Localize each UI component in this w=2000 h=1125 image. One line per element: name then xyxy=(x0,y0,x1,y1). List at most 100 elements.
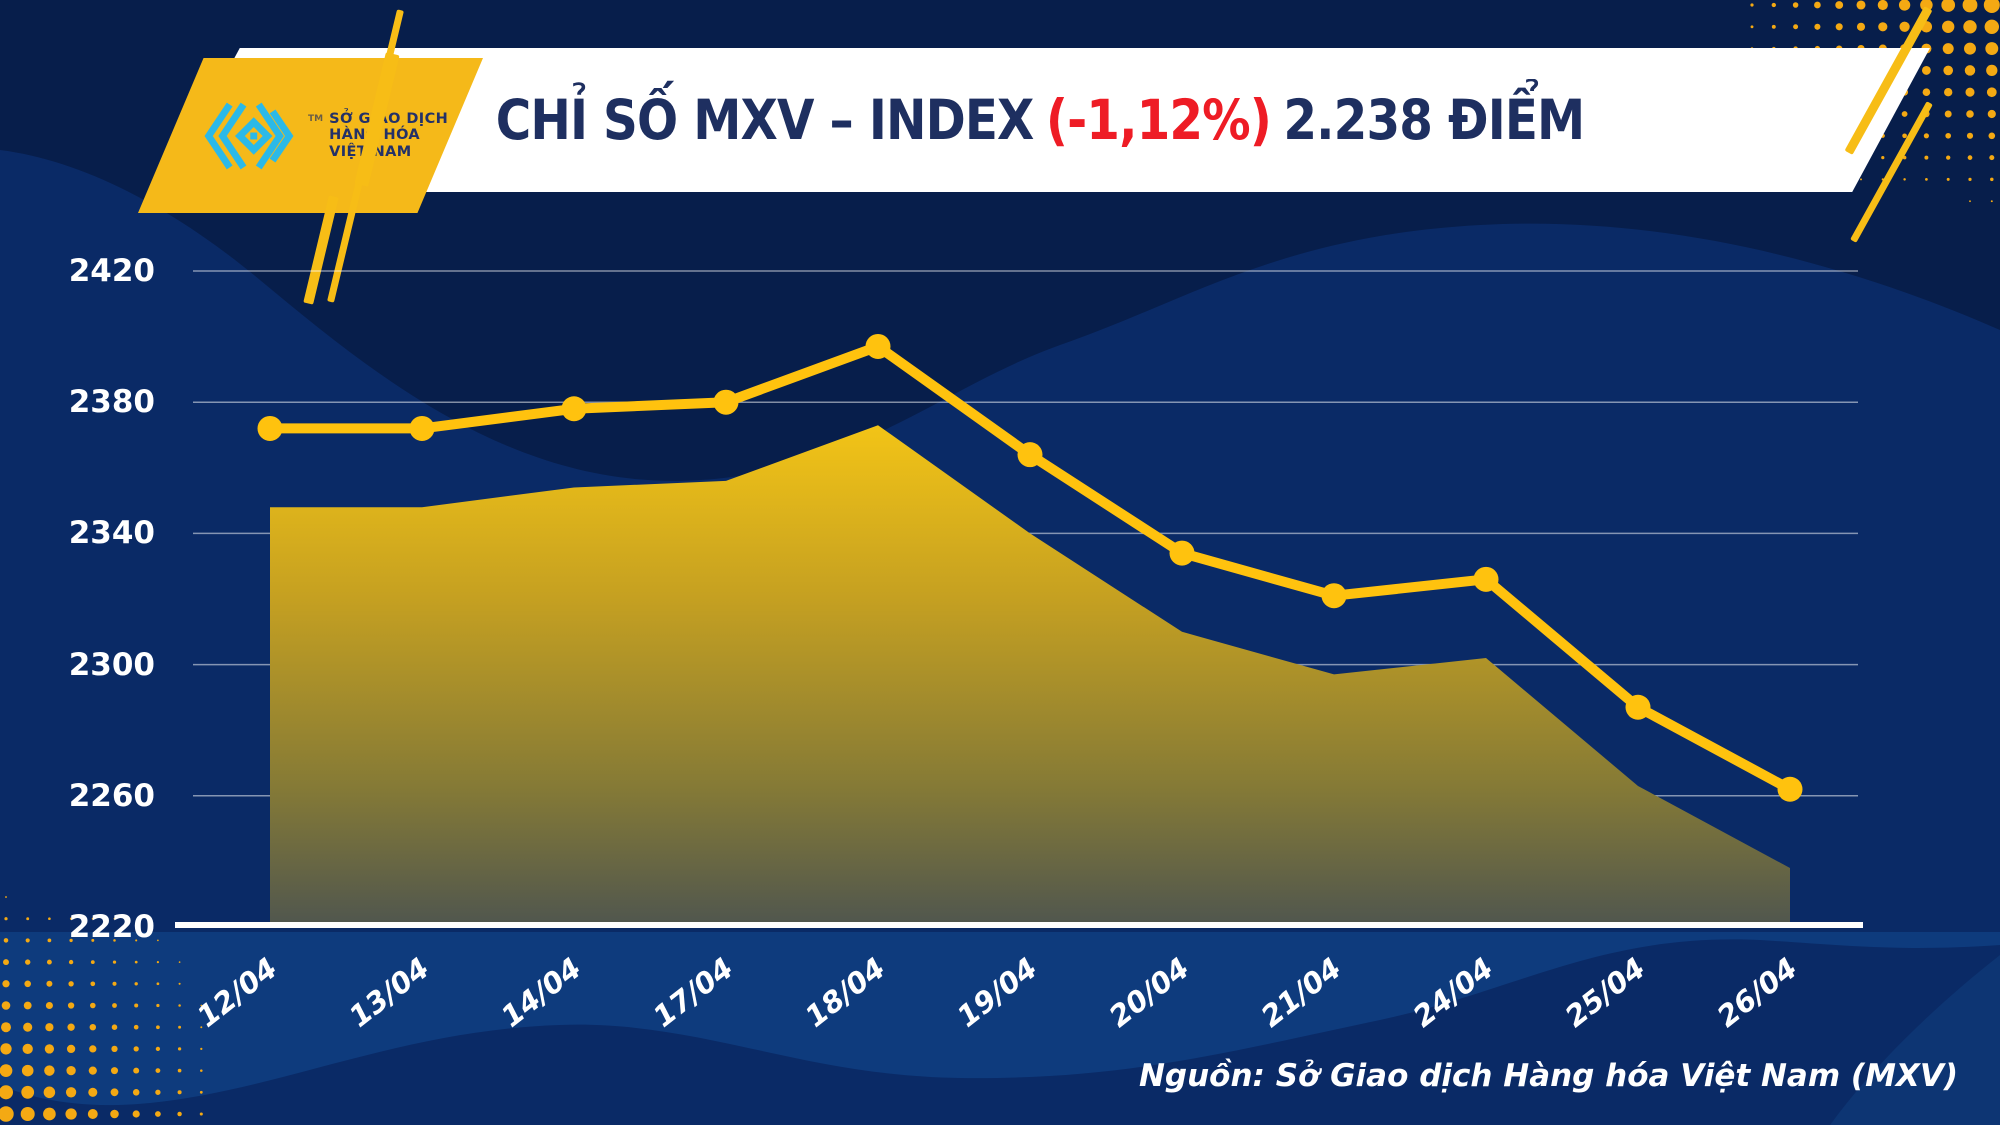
halftone-dot xyxy=(1942,20,1955,33)
halftone-dot xyxy=(68,981,74,987)
halftone-dot xyxy=(135,939,138,942)
y-tick-label: 2300 xyxy=(68,646,155,683)
logo-org-line1: SỞ GIAO DỊCH xyxy=(329,110,449,127)
halftone-dot xyxy=(156,960,160,964)
halftone-dot xyxy=(1964,65,1976,76)
halftone-dot xyxy=(178,1004,181,1007)
halftone-dot xyxy=(134,960,138,964)
halftone-dot xyxy=(178,1025,182,1029)
halftone-dot xyxy=(89,1023,97,1031)
halftone-dot xyxy=(177,1068,182,1073)
mxv-logo-badge: TM SỞ GIAO DỊCH HÀNG HÓA VIỆT NAM xyxy=(138,58,483,213)
halftone-dot xyxy=(113,917,116,920)
halftone-dot xyxy=(1966,132,1974,139)
halftone-dot xyxy=(112,981,117,986)
halftone-dot xyxy=(177,1111,182,1117)
halftone-dot xyxy=(1793,24,1799,30)
y-tick-label: 2420 xyxy=(68,253,155,289)
halftone-dot xyxy=(65,1108,77,1120)
halftone-dot xyxy=(91,938,95,942)
halftone-dot xyxy=(132,1110,140,1118)
halftone-dot xyxy=(1901,111,1908,117)
halftone-dot xyxy=(1963,20,1977,34)
halftone-dot xyxy=(1944,110,1952,118)
halftone-dot xyxy=(88,1087,98,1097)
halftone-dot xyxy=(91,917,94,920)
halftone-dot xyxy=(134,982,138,986)
title-index-value: 2.238 ĐIỂM xyxy=(1283,88,1585,152)
halftone-dot xyxy=(1941,0,1956,12)
source-attribution: Nguồn: Sở Giao dịch Hàng hóa Việt Nam (M… xyxy=(1138,1058,1958,1094)
halftone-dot xyxy=(69,917,73,920)
halftone-dot xyxy=(67,1002,75,1009)
y-tick-label: 2260 xyxy=(68,777,155,814)
halftone-dot xyxy=(1985,42,1999,56)
halftone-dot xyxy=(178,961,181,963)
halftone-dot xyxy=(3,938,9,943)
halftone-dot xyxy=(1968,177,1972,182)
halftone-dot xyxy=(1792,2,1799,8)
halftone-dot xyxy=(111,1024,118,1030)
title-index-name: CHỈ SỐ MXV – INDEX xyxy=(495,88,1035,152)
halftone-dot xyxy=(1856,0,1866,10)
halftone-dot xyxy=(0,1106,14,1122)
halftone-dot xyxy=(1924,155,1929,160)
halftone-dot xyxy=(133,1024,139,1030)
halftone-dot xyxy=(113,939,116,942)
halftone-dot xyxy=(1856,22,1866,31)
halftone-dot xyxy=(1965,87,1975,97)
halftone-dot xyxy=(1922,88,1931,97)
halftone-dot xyxy=(46,980,53,987)
halftone-dot xyxy=(133,1046,139,1052)
halftone-dot xyxy=(1946,155,1951,160)
halftone-dot xyxy=(112,960,117,964)
halftone-dot xyxy=(1983,0,2000,13)
halftone-dot xyxy=(1988,132,1996,140)
halftone-dot xyxy=(65,1087,77,1098)
halftone-dot xyxy=(1835,23,1843,31)
trademark-symbol: TM xyxy=(308,113,324,124)
halftone-dot xyxy=(1750,3,1754,7)
halftone-dot xyxy=(87,1109,98,1119)
mxv-logo-mark-icon xyxy=(204,102,294,169)
halftone-dot xyxy=(1878,22,1888,32)
halftone-dot xyxy=(3,959,9,966)
halftone-dot xyxy=(24,980,32,988)
halftone-dot xyxy=(90,960,95,965)
halftone-dot xyxy=(1986,64,1998,77)
halftone-dot xyxy=(111,1045,118,1053)
halftone-dot xyxy=(110,1088,119,1097)
halftone-dot xyxy=(20,1106,35,1122)
halftone-dot xyxy=(66,1044,76,1054)
halftone-dot xyxy=(1990,200,1993,203)
halftone-dot xyxy=(90,1002,96,1009)
title-percent-change: (-1,12%) xyxy=(1045,88,1272,152)
halftone-dot xyxy=(110,1067,119,1075)
halftone-dot xyxy=(1969,200,1971,203)
halftone-dot xyxy=(1967,155,1973,160)
halftone-dot xyxy=(23,1001,32,1010)
halftone-dot xyxy=(26,917,30,921)
halftone-dot xyxy=(88,1066,97,1075)
halftone-dot xyxy=(1923,133,1929,139)
halftone-dot xyxy=(178,982,181,985)
halftone-dot xyxy=(200,1026,203,1029)
bottom-right-corner-wave xyxy=(1830,955,2000,1125)
halftone-dot xyxy=(68,959,74,965)
halftone-dot xyxy=(1962,0,1978,13)
halftone-dot xyxy=(66,1065,76,1076)
halftone-dots-bottom-left xyxy=(0,896,203,1122)
halftone-dot xyxy=(156,1003,160,1008)
mxv-logo: TM SỞ GIAO DỊCH HÀNG HÓA VIỆT NAM xyxy=(200,95,448,177)
halftone-dot xyxy=(1898,0,1911,11)
halftone-dot xyxy=(0,1064,13,1077)
halftone-dot xyxy=(1921,65,1931,75)
halftone-dot xyxy=(1946,177,1950,181)
halftone-dot xyxy=(23,1022,33,1032)
halftone-dot xyxy=(43,1107,56,1121)
halftone-dot xyxy=(4,917,8,921)
halftone-dot xyxy=(132,1089,140,1096)
halftone-dot xyxy=(1925,178,1928,181)
halftone-dot xyxy=(1987,109,1996,119)
halftone-dot xyxy=(22,1043,33,1055)
